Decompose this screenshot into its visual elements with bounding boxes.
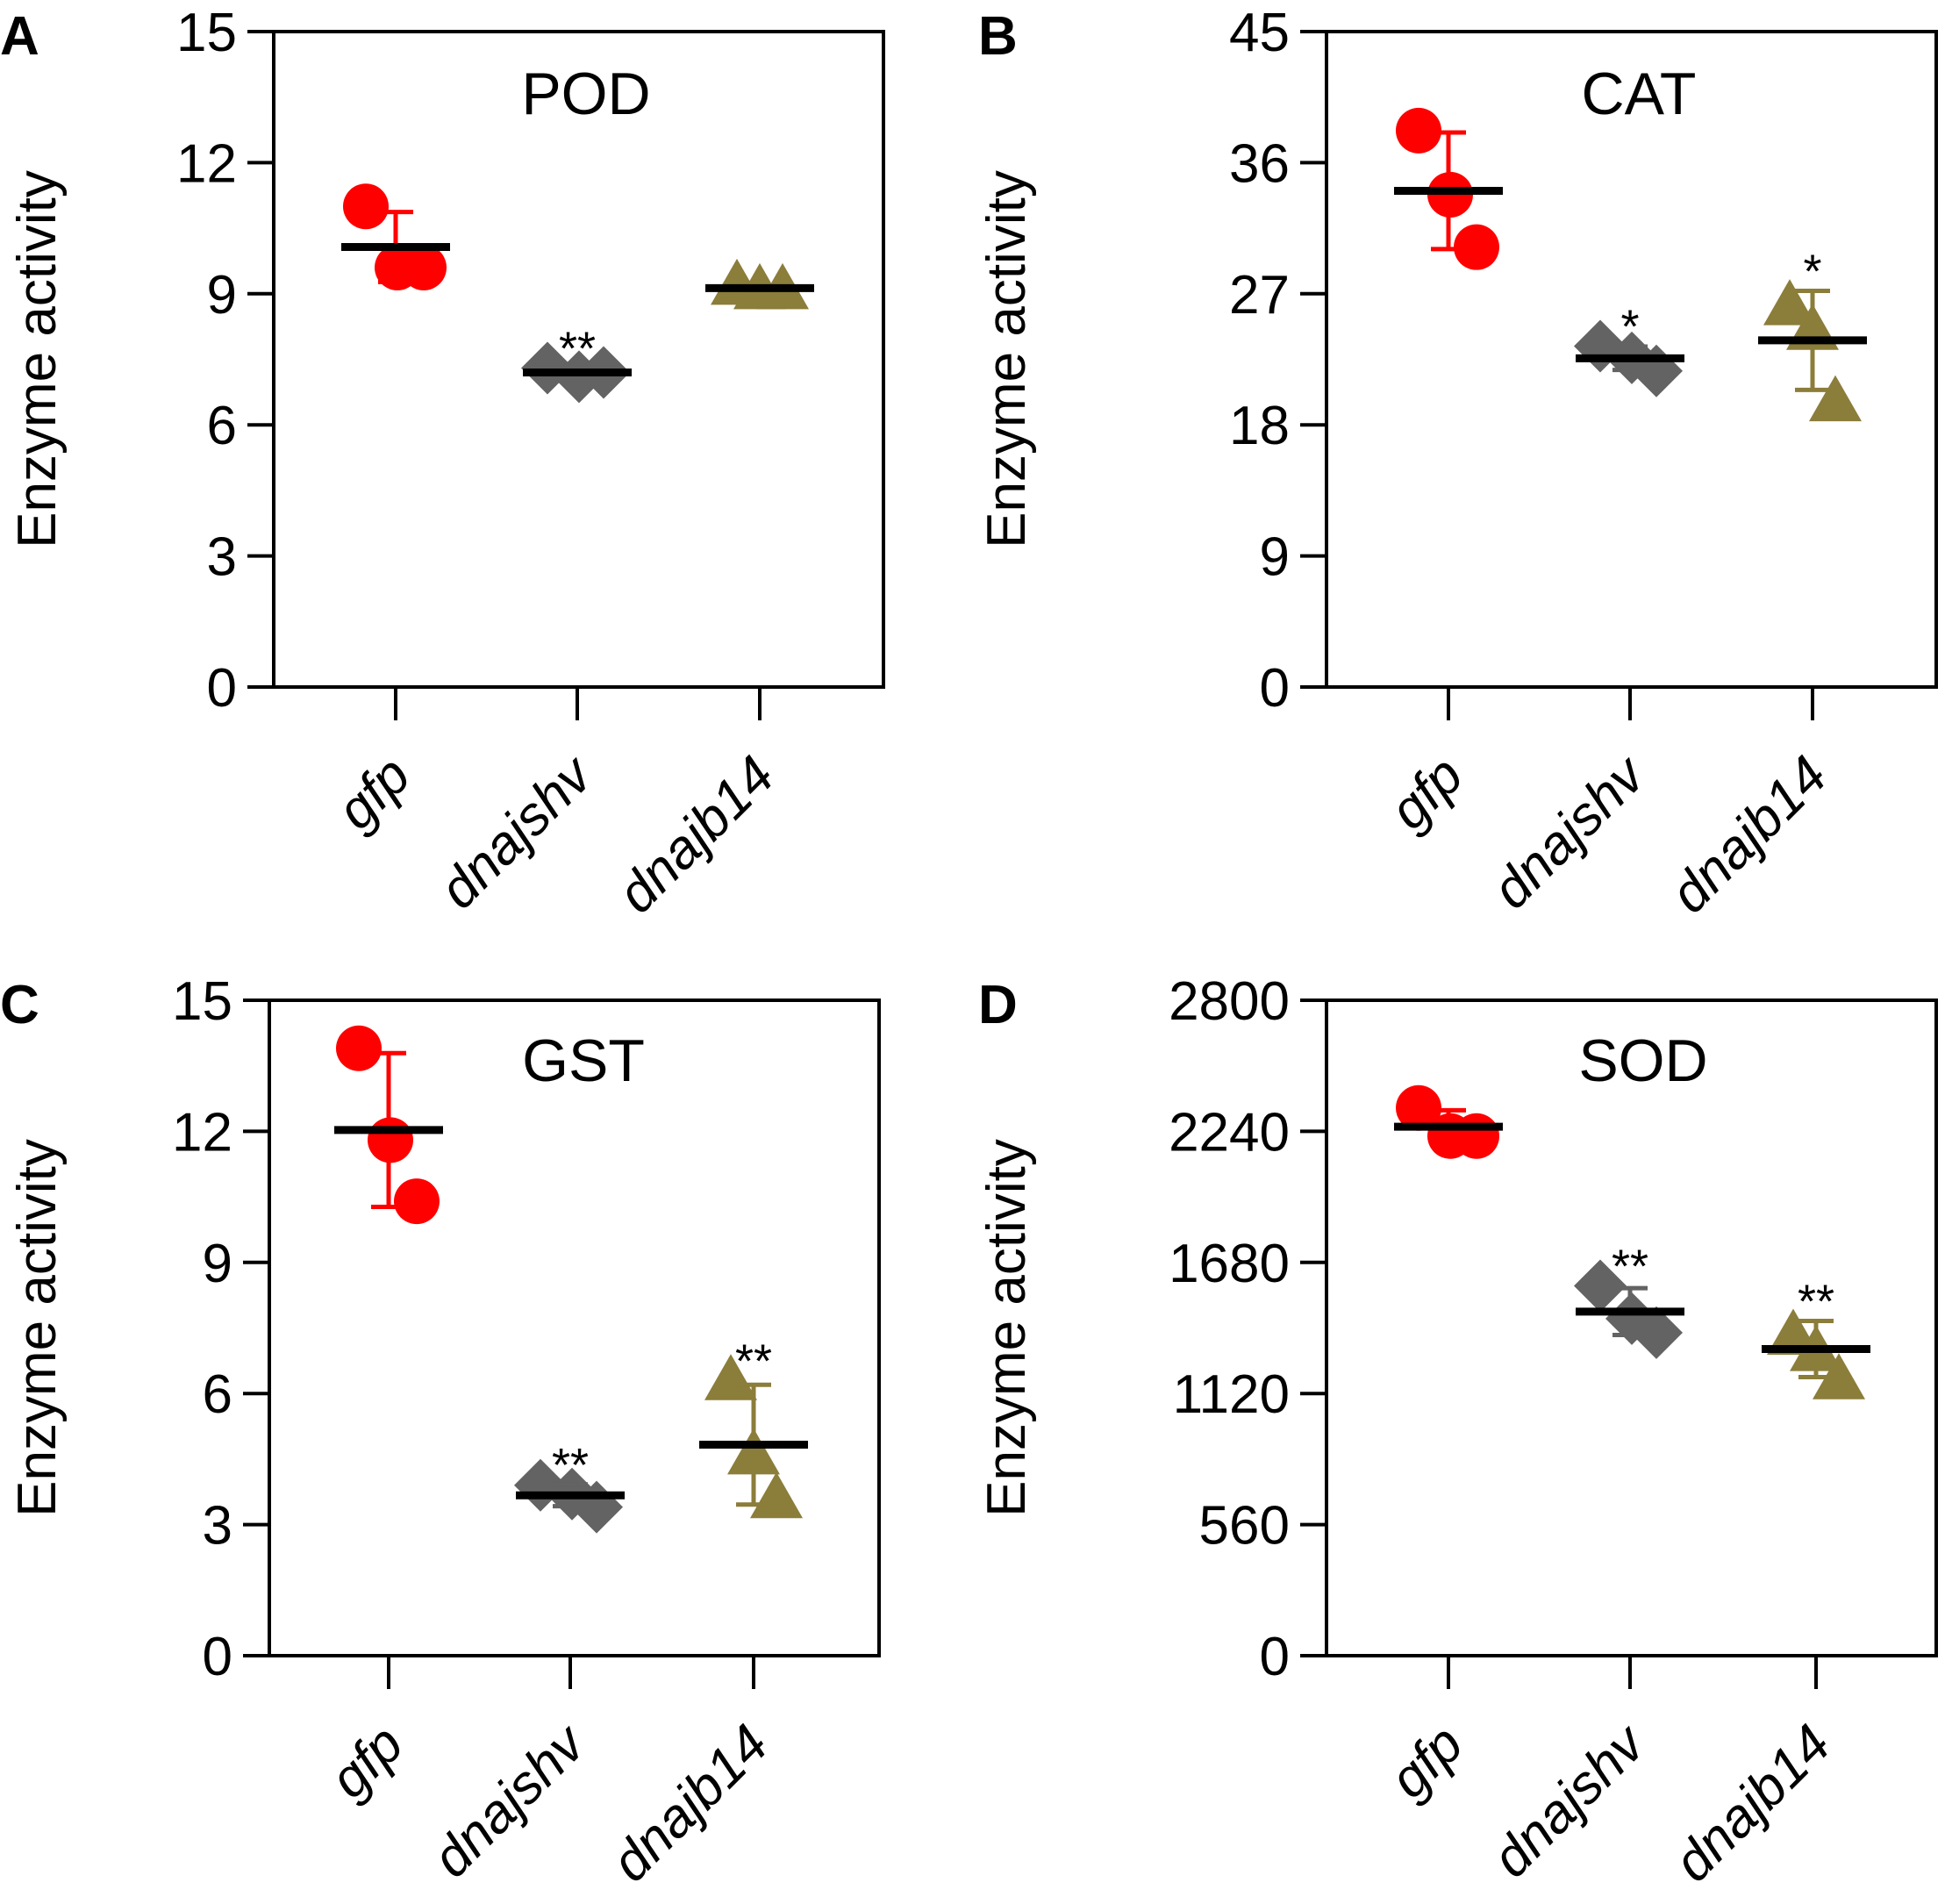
panel-letter: C [0,975,39,1035]
y-axis-title: Enzyme activity [7,170,68,548]
y-tick-label: 2240 [1169,1102,1290,1163]
series-gfp [1394,107,1503,270]
y-axis-title: Enzyme activity [976,170,1037,548]
y-tick-label: 0 [207,658,237,719]
chart-title: SOD [1578,1027,1707,1094]
data-point [1454,1113,1499,1159]
series-dnajshv: ** [1574,1240,1684,1359]
y-tick-label: 1680 [1169,1234,1290,1294]
plot-frame [268,999,881,1657]
y-tick-label: 3 [207,527,237,588]
y-tick-label: 15 [172,971,232,1032]
data-point [1396,1084,1441,1131]
series-gfp [334,1025,443,1225]
y-tick-label: 0 [203,1627,232,1687]
panel-letter: A [0,6,39,67]
data-point [1763,279,1816,326]
panel-letter: D [978,975,1018,1035]
y-tick-label: 9 [203,1234,232,1294]
series-dnajb14: * [1758,245,1867,422]
series-dnajshv: ** [514,1439,625,1534]
y-tick-label: 12 [172,1102,232,1163]
data-point [1813,1353,1865,1399]
y-tick-label: 15 [176,3,237,63]
panel-letter: B [978,6,1018,67]
y-tick-label: 560 [1199,1496,1290,1557]
data-point [1630,1306,1683,1359]
significance-label: ** [552,1439,589,1492]
series-gfp [341,183,450,290]
data-point [336,1025,382,1071]
chart-title: POD [521,61,650,127]
data-point [1574,1259,1627,1313]
series-gfp [1394,1084,1503,1159]
y-tick-label: 3 [203,1496,232,1557]
y-tick-label: 36 [1229,133,1290,194]
data-point [704,1354,757,1400]
significance-label: ** [1612,1240,1648,1292]
y-tick-label: 45 [1229,3,1290,63]
chart-title: CAT [1582,61,1697,127]
y-tick-label: 1120 [1173,1364,1290,1425]
y-tick-label: 18 [1229,396,1290,456]
data-point [1809,375,1862,422]
series-dnajb14: ** [699,1335,808,1519]
significance-label: ** [559,322,596,375]
y-tick-label: 6 [203,1364,232,1425]
y-axis-title: Enzyme activity [976,1139,1037,1517]
significance-label: * [1620,301,1639,354]
y-tick-label: 0 [1260,658,1290,719]
y-tick-label: 6 [207,396,237,456]
significance-label: ** [1798,1275,1834,1328]
chart-title: GST [522,1027,645,1094]
y-tick-label: 0 [1260,1627,1290,1687]
y-tick-label: 12 [176,133,237,194]
data-point [1396,107,1441,154]
y-tick-label: 2800 [1169,971,1290,1032]
data-point [401,244,447,290]
y-axis-title: Enzyme activity [7,1139,68,1517]
y-tick-label: 9 [1260,527,1290,588]
data-point [1454,224,1499,270]
data-point [343,183,389,230]
y-tick-label: 9 [207,265,237,326]
series-dnajb14 [705,258,814,310]
y-tick-label: 27 [1229,265,1290,326]
data-point [394,1178,440,1225]
significance-label: ** [735,1335,772,1387]
series-dnajshv: * [1574,301,1684,397]
significance-label: * [1803,245,1821,297]
series-dnajb14: ** [1762,1275,1870,1399]
series-dnajshv: ** [521,322,632,404]
